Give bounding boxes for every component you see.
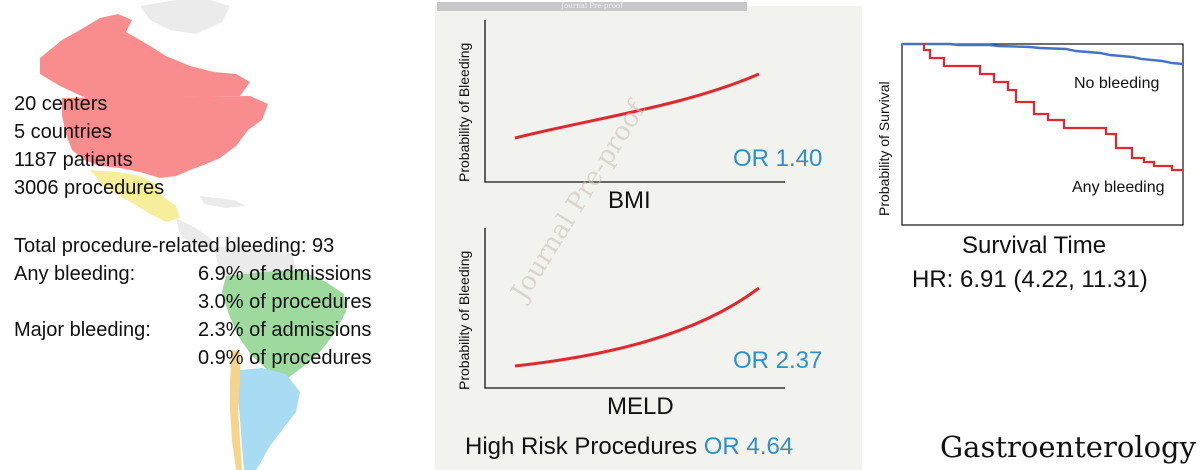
km-frame <box>901 43 1184 226</box>
bmi-axes <box>484 20 785 183</box>
km-any-bleeding-label: Any bleeding <box>1072 179 1165 196</box>
stat-patients: 1187 patients <box>14 149 133 171</box>
map-canada-region <box>40 14 250 100</box>
km-ylabel: Probability of Survival <box>876 81 892 216</box>
bmi-ylabel: Probability of Bleeding <box>456 43 472 182</box>
survival-chart: Probability of Survival No bleeding Any … <box>876 42 1184 226</box>
any-bleeding-admissions: 6.9% of admissions <box>198 263 372 285</box>
bmi-xlabel: BMI <box>608 187 651 214</box>
map-argentina-region <box>238 368 300 470</box>
km-no-bleeding-curve <box>902 42 1184 66</box>
journal-name: Gastroenterology <box>940 430 1196 464</box>
map-brazil-region <box>222 270 346 378</box>
stat-centers: 20 centers <box>14 93 108 115</box>
bmi-curve <box>514 72 760 140</box>
preproof-top-bar: Journal Pre-proof <box>437 2 747 11</box>
stat-procedures: 3006 procedures <box>14 177 165 199</box>
km-xlabel: Survival Time <box>962 232 1107 259</box>
risk-factor-charts: Probability of Bleeding BMI OR 1.40 Prob… <box>456 20 822 420</box>
map-greenland-region <box>140 0 230 34</box>
preproof-top-bar-text: Journal Pre-proof <box>561 2 623 10</box>
high-risk-label: High Risk Procedures <box>465 433 698 460</box>
any-bleeding-label: Any bleeding: <box>14 263 136 285</box>
map-mexico-region <box>90 170 180 222</box>
major-bleeding-label: Major bleeding: <box>14 319 151 341</box>
meld-or-label: OR 2.37 <box>733 347 822 374</box>
high-risk-or: OR 4.64 <box>703 433 794 460</box>
km-no-bleeding-label: No bleeding <box>1074 75 1159 92</box>
bmi-chart: Probability of Bleeding BMI OR 1.40 <box>456 20 822 214</box>
meld-curve <box>514 286 760 368</box>
stat-countries: 5 countries <box>14 121 112 143</box>
major-bleeding-admissions: 2.3% of admissions <box>198 319 372 341</box>
bmi-or-label: OR 1.40 <box>733 145 822 172</box>
americas-map <box>40 0 346 470</box>
major-bleeding-procedures: 0.9% of procedures <box>198 347 372 369</box>
meld-xlabel: MELD <box>607 393 674 420</box>
meld-chart: Probability of Bleeding MELD OR 2.37 <box>456 228 822 420</box>
any-bleeding-procedures: 3.0% of procedures <box>198 291 372 313</box>
high-risk-procedures: High Risk Procedures OR 4.64 <box>465 433 793 461</box>
total-bleeding-text: Total procedure-related bleeding: 93 <box>14 235 335 257</box>
meld-ylabel: Probability of Bleeding <box>456 251 472 390</box>
map-chile-region <box>230 350 242 470</box>
hazard-ratio-text: HR: 6.91 (4.22, 11.31) <box>912 266 1148 293</box>
meld-axes <box>484 228 785 389</box>
map-usa-region <box>62 96 268 178</box>
km-any-bleeding-curve <box>922 44 1183 172</box>
risk-factor-panel: Probability of Bleeding BMI OR 1.40 Prob… <box>435 6 862 470</box>
